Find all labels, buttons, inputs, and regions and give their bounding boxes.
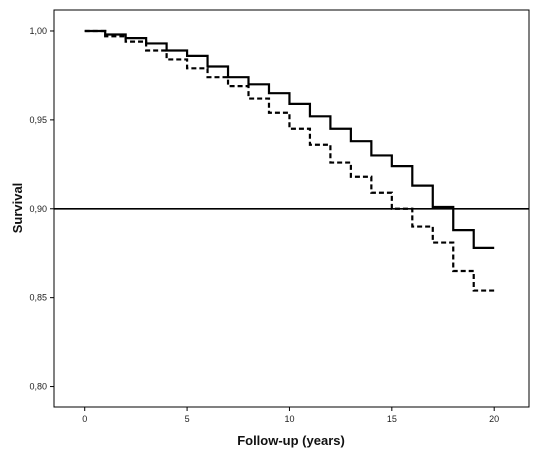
y-axis-title: Survival: [10, 183, 25, 234]
y-tick-label-1: 0,85: [29, 293, 47, 303]
x-tick-label-1: 5: [185, 414, 190, 424]
x-tick-label-3: 15: [387, 414, 397, 424]
x-tick-label-2: 10: [284, 414, 294, 424]
x-tick-label-4: 20: [489, 414, 499, 424]
survival-curve-solid: [84, 29, 495, 249]
y-tick-label-2: 0,90: [29, 204, 47, 214]
y-tick-label-3: 0,95: [29, 115, 47, 125]
x-axis-title: Follow-up (years): [237, 433, 345, 448]
x-tick-label-0: 0: [82, 414, 87, 424]
survival-curve-dashed: [84, 29, 495, 292]
y-tick-label-4: 1,00: [29, 26, 47, 36]
y-tick-label-0: 0,80: [29, 382, 47, 392]
